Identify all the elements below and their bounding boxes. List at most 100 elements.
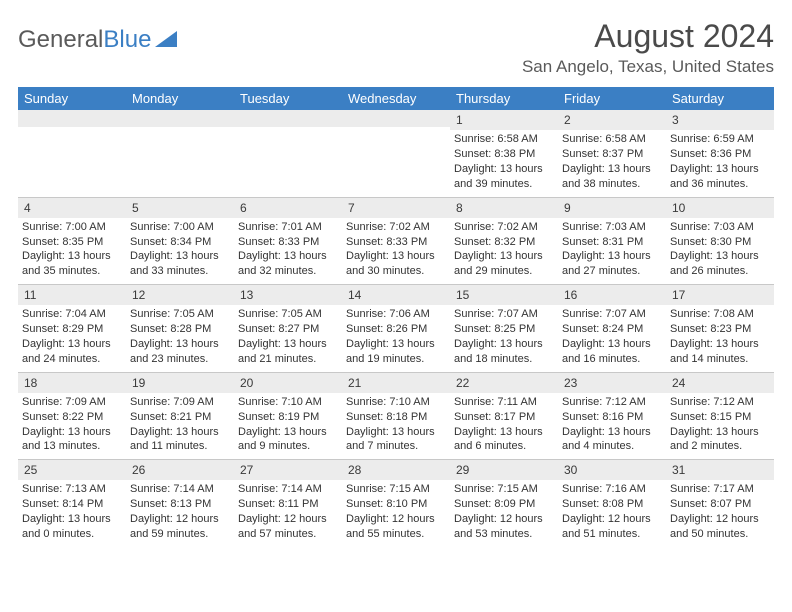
week-row: 25Sunrise: 7:13 AMSunset: 8:14 PMDayligh… xyxy=(18,460,774,547)
day-body: Sunrise: 7:07 AMSunset: 8:24 PMDaylight:… xyxy=(562,307,662,366)
week-row: 1Sunrise: 6:58 AMSunset: 8:38 PMDaylight… xyxy=(18,110,774,198)
sunset-line: Sunset: 8:30 PM xyxy=(670,235,770,250)
day-number: 19 xyxy=(126,373,234,393)
day-body: Sunrise: 7:05 AMSunset: 8:28 PMDaylight:… xyxy=(130,307,230,366)
sunset-line: Sunset: 8:22 PM xyxy=(22,410,122,425)
sunset-line: Sunset: 8:33 PM xyxy=(346,235,446,250)
day-cell: 15Sunrise: 7:07 AMSunset: 8:25 PMDayligh… xyxy=(450,285,558,372)
week-row: 4Sunrise: 7:00 AMSunset: 8:35 PMDaylight… xyxy=(18,198,774,286)
sunset-line: Sunset: 8:32 PM xyxy=(454,235,554,250)
day-cell: 16Sunrise: 7:07 AMSunset: 8:24 PMDayligh… xyxy=(558,285,666,372)
day-number: 10 xyxy=(666,198,774,218)
day-cell: 22Sunrise: 7:11 AMSunset: 8:17 PMDayligh… xyxy=(450,373,558,460)
day-number: 12 xyxy=(126,285,234,305)
daylight-line: Daylight: 13 hours and 32 minutes. xyxy=(238,249,338,279)
month-title: August 2024 xyxy=(522,18,774,55)
day-cell: 20Sunrise: 7:10 AMSunset: 8:19 PMDayligh… xyxy=(234,373,342,460)
daylight-line: Daylight: 13 hours and 24 minutes. xyxy=(22,337,122,367)
day-cell: 5Sunrise: 7:00 AMSunset: 8:34 PMDaylight… xyxy=(126,198,234,285)
day-body: Sunrise: 7:01 AMSunset: 8:33 PMDaylight:… xyxy=(238,220,338,279)
sunrise-line: Sunrise: 7:09 AM xyxy=(22,395,122,410)
daylight-line: Daylight: 13 hours and 26 minutes. xyxy=(670,249,770,279)
sunrise-line: Sunrise: 6:59 AM xyxy=(670,132,770,147)
sunset-line: Sunset: 8:10 PM xyxy=(346,497,446,512)
sunrise-line: Sunrise: 7:07 AM xyxy=(562,307,662,322)
day-body: Sunrise: 7:16 AMSunset: 8:08 PMDaylight:… xyxy=(562,482,662,541)
day-body: Sunrise: 7:10 AMSunset: 8:18 PMDaylight:… xyxy=(346,395,446,454)
weekday-header-cell: Saturday xyxy=(666,87,774,110)
sunset-line: Sunset: 8:15 PM xyxy=(670,410,770,425)
title-block: August 2024 San Angelo, Texas, United St… xyxy=(522,18,774,77)
day-cell: 4Sunrise: 7:00 AMSunset: 8:35 PMDaylight… xyxy=(18,198,126,285)
day-number: 31 xyxy=(666,460,774,480)
day-number: 14 xyxy=(342,285,450,305)
day-cell: 7Sunrise: 7:02 AMSunset: 8:33 PMDaylight… xyxy=(342,198,450,285)
day-body: Sunrise: 7:06 AMSunset: 8:26 PMDaylight:… xyxy=(346,307,446,366)
sunset-line: Sunset: 8:31 PM xyxy=(562,235,662,250)
daylight-line: Daylight: 13 hours and 27 minutes. xyxy=(562,249,662,279)
day-cell: 11Sunrise: 7:04 AMSunset: 8:29 PMDayligh… xyxy=(18,285,126,372)
day-number: 4 xyxy=(18,198,126,218)
weekday-header-cell: Friday xyxy=(558,87,666,110)
day-body: Sunrise: 6:58 AMSunset: 8:37 PMDaylight:… xyxy=(562,132,662,191)
daylight-line: Daylight: 13 hours and 13 minutes. xyxy=(22,425,122,455)
daylight-line: Daylight: 13 hours and 36 minutes. xyxy=(670,162,770,192)
week-row: 18Sunrise: 7:09 AMSunset: 8:22 PMDayligh… xyxy=(18,373,774,461)
sunrise-line: Sunrise: 7:06 AM xyxy=(346,307,446,322)
day-body: Sunrise: 7:02 AMSunset: 8:33 PMDaylight:… xyxy=(346,220,446,279)
sunrise-line: Sunrise: 7:12 AM xyxy=(670,395,770,410)
sunset-line: Sunset: 8:19 PM xyxy=(238,410,338,425)
logo-text-gray: General xyxy=(18,26,103,54)
sunrise-line: Sunrise: 7:17 AM xyxy=(670,482,770,497)
daylight-line: Daylight: 12 hours and 57 minutes. xyxy=(238,512,338,542)
sunrise-line: Sunrise: 7:03 AM xyxy=(670,220,770,235)
sunset-line: Sunset: 8:23 PM xyxy=(670,322,770,337)
day-body: Sunrise: 7:00 AMSunset: 8:35 PMDaylight:… xyxy=(22,220,122,279)
day-cell: 10 Sunrise: 7:03 AMSunset: 8:30 PMDayligh… xyxy=(666,198,774,285)
day-body: Sunrise: 7:02 AMSunset: 8:32 PMDaylight:… xyxy=(454,220,554,279)
day-number: 15 xyxy=(450,285,558,305)
daylight-line: Daylight: 13 hours and 11 minutes. xyxy=(130,425,230,455)
sunset-line: Sunset: 8:29 PM xyxy=(22,322,122,337)
daylight-line: Daylight: 13 hours and 2 minutes. xyxy=(670,425,770,455)
sunset-line: Sunset: 8:08 PM xyxy=(562,497,662,512)
weekday-header-cell: Monday xyxy=(126,87,234,110)
day-number: 20 xyxy=(234,373,342,393)
day-number: 2 xyxy=(558,110,666,130)
day-cell: 3Sunrise: 6:59 AMSunset: 8:36 PMDaylight… xyxy=(666,110,774,197)
sunrise-line: Sunrise: 7:16 AM xyxy=(562,482,662,497)
day-body: Sunrise: 7:04 AMSunset: 8:29 PMDaylight:… xyxy=(22,307,122,366)
weekday-header-cell: Sunday xyxy=(18,87,126,110)
day-cell: 28Sunrise: 7:15 AMSunset: 8:10 PMDayligh… xyxy=(342,460,450,547)
sunset-line: Sunset: 8:35 PM xyxy=(22,235,122,250)
daylight-line: Daylight: 12 hours and 59 minutes. xyxy=(130,512,230,542)
daylight-line: Daylight: 12 hours and 50 minutes. xyxy=(670,512,770,542)
sunrise-line: Sunrise: 7:04 AM xyxy=(22,307,122,322)
sunrise-line: Sunrise: 7:00 AM xyxy=(130,220,230,235)
daylight-line: Daylight: 13 hours and 4 minutes. xyxy=(562,425,662,455)
sunrise-line: Sunrise: 7:14 AM xyxy=(130,482,230,497)
day-number: 25 xyxy=(18,460,126,480)
day-cell: 6Sunrise: 7:01 AMSunset: 8:33 PMDaylight… xyxy=(234,198,342,285)
sunrise-line: Sunrise: 7:15 AM xyxy=(346,482,446,497)
calendar-grid: SundayMondayTuesdayWednesdayThursdayFrid… xyxy=(18,87,774,547)
sunset-line: Sunset: 8:21 PM xyxy=(130,410,230,425)
sunset-line: Sunset: 8:17 PM xyxy=(454,410,554,425)
daylight-line: Daylight: 13 hours and 6 minutes. xyxy=(454,425,554,455)
day-number: 26 xyxy=(126,460,234,480)
day-body: Sunrise: 7:08 AMSunset: 8:23 PMDaylight:… xyxy=(670,307,770,366)
day-number: 18 xyxy=(18,373,126,393)
weekday-header-cell: Tuesday xyxy=(234,87,342,110)
day-number xyxy=(18,110,126,127)
day-number xyxy=(342,110,450,127)
day-cell: 21Sunrise: 7:10 AMSunset: 8:18 PMDayligh… xyxy=(342,373,450,460)
day-cell: 25Sunrise: 7:13 AMSunset: 8:14 PMDayligh… xyxy=(18,460,126,547)
sunrise-line: Sunrise: 7:05 AM xyxy=(238,307,338,322)
day-number: 22 xyxy=(450,373,558,393)
daylight-line: Daylight: 13 hours and 9 minutes. xyxy=(238,425,338,455)
sunrise-line: Sunrise: 7:13 AM xyxy=(22,482,122,497)
calendar-page: GeneralBlue August 2024 San Angelo, Texa… xyxy=(0,0,792,547)
sunrise-line: Sunrise: 7:05 AM xyxy=(130,307,230,322)
sunset-line: Sunset: 8:37 PM xyxy=(562,147,662,162)
sunset-line: Sunset: 8:28 PM xyxy=(130,322,230,337)
